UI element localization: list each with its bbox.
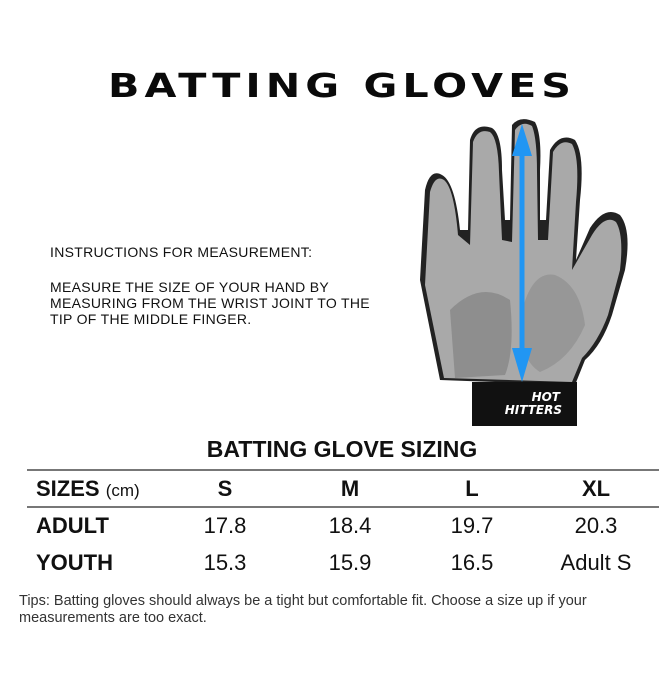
table-cell: 15.9 [328,550,372,575]
brand-logo-hitters: HITTERS [505,403,562,417]
brand-logo-hot: HOT [532,390,561,404]
table-header-divider [27,506,659,508]
table-cell: 17.8 [203,513,247,538]
row-label: YOUTH [36,550,113,575]
column-header: XL [581,476,611,501]
sizes-header: SIZES (cm) [36,476,140,502]
row-label: ADULT [36,513,109,538]
page-title: BATTING GLOVES [108,66,576,105]
table-cell: 18.4 [328,513,372,538]
table-cell: 16.5 [450,550,494,575]
column-header: S [217,476,233,501]
sizes-label: SIZES [36,476,100,501]
table-cell: Adult S [560,550,632,575]
sizing-table-title: BATTING GLOVE SIZING [206,436,478,462]
unit-label: (cm) [105,481,140,500]
table-cell: 19.7 [450,513,494,538]
table-cell: 20.3 [574,513,618,538]
column-header: M [340,476,360,501]
measurement-arrow-icon [512,124,532,382]
instructions-heading: INSTRUCTIONS FOR MEASUREMENT: [50,244,313,260]
column-header: L [465,476,479,501]
table-top-divider [27,469,659,471]
glove-image: HOT HITTERS [420,119,628,426]
table-cell: 15.3 [203,550,247,575]
tips-text: Tips: Batting gloves should always be a … [19,593,587,626]
instructions-body: MEASURE THE SIZE OF YOUR HAND BY MEASURI… [50,279,370,327]
